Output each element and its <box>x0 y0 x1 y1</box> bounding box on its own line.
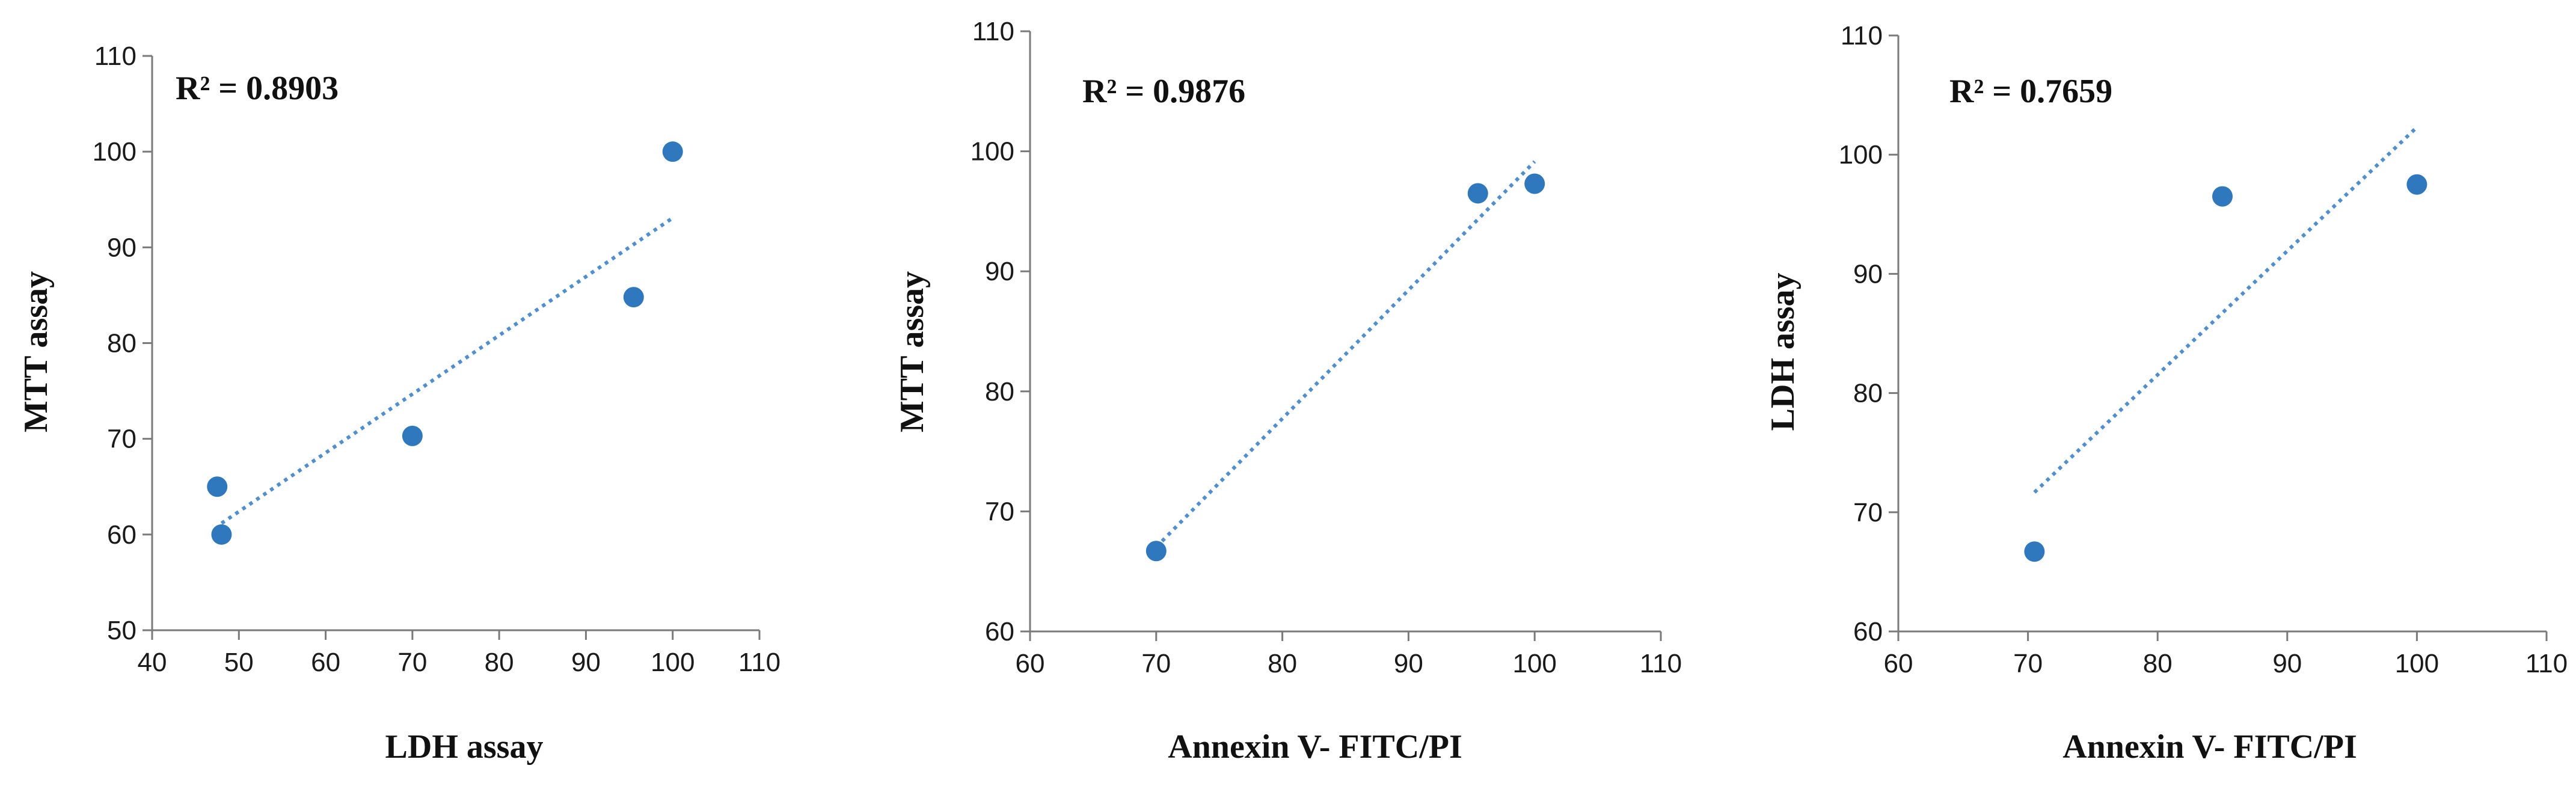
data-point <box>1145 541 1167 562</box>
trend-line <box>1155 160 1536 548</box>
y-tick-label: 60 <box>107 520 136 550</box>
x-tick-label: 40 <box>138 648 167 677</box>
y-tick-label: 70 <box>107 425 136 454</box>
trend-line <box>2033 126 2418 494</box>
y-tick-label: 80 <box>107 329 136 358</box>
x-tick-label: 50 <box>224 648 254 677</box>
x-tick-label: 110 <box>1640 649 1682 678</box>
scatter-chart-mtt-vs-annexin: 60 70 80 90 100 110 60 70 80 90 100 110 R² = 0.9876… <box>894 17 1682 766</box>
x-tick-label: 60 <box>1016 649 1045 678</box>
x-tick-label: 110 <box>738 648 780 677</box>
data-point <box>662 141 683 162</box>
data-point <box>211 524 232 545</box>
x-tick-label: 80 <box>1268 649 1297 678</box>
y-tick-label: 60 <box>1853 617 1883 646</box>
x-tick-label: 110 <box>2525 649 2568 678</box>
x-tick-label: 70 <box>397 648 427 677</box>
x-tick-label: 60 <box>311 648 340 677</box>
y-axis-title: LDH assay <box>1764 273 1802 431</box>
data-point <box>207 476 228 497</box>
chart-marks: 60 70 80 90 100 110 60 70 80 90 100 110 <box>971 17 1682 678</box>
x-tick-label: 80 <box>485 648 514 677</box>
y-tick-label: 50 <box>107 616 136 645</box>
x-tick-label: 90 <box>1394 649 1423 678</box>
y-axis-title: MTT assay <box>17 271 55 432</box>
y-tick-label: 90 <box>107 233 136 262</box>
x-tick-label: 100 <box>651 648 695 677</box>
data-point <box>1467 183 1488 204</box>
data-point <box>2024 541 2045 562</box>
chart-marks: 60 70 80 90 100 110 60 70 80 90 100 110 <box>1839 21 2568 678</box>
r-squared-annotation: R² = 0.7659 <box>1949 73 2112 110</box>
x-tick-label: 90 <box>571 648 601 677</box>
y-tick-label: 70 <box>985 497 1014 526</box>
data-point <box>402 425 423 446</box>
y-tick-label: 100 <box>93 137 136 167</box>
y-tick-label: 100 <box>1839 140 1883 170</box>
scatter-chart-ldh-vs-annexin: 60 70 80 90 100 110 60 70 80 90 100 110 R² = 0.7659… <box>1764 21 2568 766</box>
data-point <box>1524 173 1545 194</box>
y-tick-label: 110 <box>1841 21 1883 51</box>
y-tick-label: 60 <box>985 617 1014 646</box>
y-tick-label: 110 <box>972 17 1014 46</box>
y-axis-title: MTT assay <box>894 271 931 432</box>
y-tick-label: 80 <box>1853 379 1883 408</box>
y-tick-label: 80 <box>985 377 1014 407</box>
trend-line <box>220 216 674 525</box>
x-tick-label: 70 <box>1141 649 1171 678</box>
y-tick-label: 90 <box>1853 259 1883 289</box>
x-tick-label: 70 <box>2013 649 2043 678</box>
x-tick-label: 60 <box>1884 649 1913 678</box>
x-axis-title: Annexin V- FITC/PI <box>2062 728 2357 766</box>
x-tick-label: 100 <box>1512 649 1556 678</box>
x-tick-label: 100 <box>2395 649 2439 678</box>
data-point <box>623 287 644 308</box>
data-point <box>2212 186 2233 207</box>
y-tick-label: 90 <box>985 257 1014 286</box>
r-squared-annotation: R² = 0.9876 <box>1082 73 1245 110</box>
x-tick-label: 80 <box>2143 649 2173 678</box>
y-tick-label: 110 <box>94 41 136 71</box>
x-axis-title: Annexin V- FITC/PI <box>1168 728 1462 766</box>
y-tick-label: 70 <box>1853 498 1883 527</box>
data-point <box>2406 174 2427 195</box>
x-tick-label: 90 <box>2272 649 2302 678</box>
x-axis-title: LDH assay <box>385 728 544 766</box>
y-tick-label: 100 <box>971 137 1014 167</box>
r-squared-annotation: R² = 0.8903 <box>176 70 339 107</box>
